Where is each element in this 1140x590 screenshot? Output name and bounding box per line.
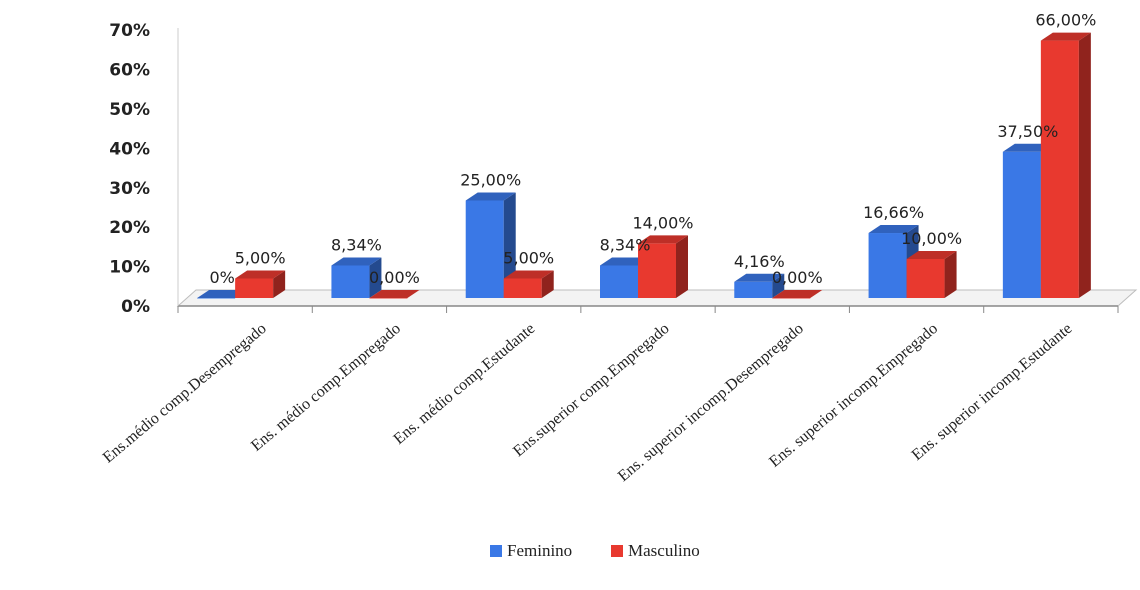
bar-front [772, 298, 811, 299]
y-tick-label: 20% [109, 218, 150, 238]
legend-label: Masculino [628, 541, 700, 560]
data-label: 0,00% [369, 268, 420, 287]
bar-top [734, 273, 785, 282]
bar-top [503, 270, 554, 279]
y-tick-label: 60% [109, 61, 150, 81]
y-tick-label: 30% [109, 179, 150, 199]
bar-side [772, 273, 785, 298]
bar-front [331, 265, 370, 298]
y-tick-label: 70% [109, 21, 150, 41]
bar-side [676, 235, 688, 298]
bar-top [638, 235, 688, 244]
bar-front [503, 278, 542, 298]
data-label: 0% [209, 268, 234, 287]
data-label: 5,00% [235, 249, 286, 268]
bar-side [944, 251, 957, 298]
bar-front [906, 259, 945, 298]
bar-top [868, 225, 919, 234]
data-label: 8,34% [331, 235, 382, 254]
data-label: 37,50% [997, 122, 1058, 141]
y-tick-label: 0% [121, 297, 150, 317]
x-category-label: Ens.superior comp.Empregado [510, 320, 672, 460]
bar-side [541, 270, 554, 298]
x-category-label: Ens. médio comp.Estudante [391, 320, 539, 448]
bar-feminino [331, 257, 382, 298]
y-tick-label: 50% [109, 100, 150, 120]
y-tick-label: 40% [109, 139, 150, 159]
bar-top [1002, 143, 1053, 152]
data-label: 16,66% [863, 203, 924, 222]
bar-top [235, 270, 286, 279]
legend-item: Feminino [490, 541, 572, 560]
bar-masculino [235, 270, 286, 298]
bar-front [868, 233, 907, 298]
bar-front [600, 265, 638, 298]
legend-swatch [490, 545, 502, 557]
bar-feminino [734, 273, 785, 298]
data-label: 10,00% [901, 229, 962, 248]
legend-swatch [611, 545, 623, 557]
bar-masculino [772, 290, 823, 299]
data-label: 14,00% [632, 213, 693, 232]
bar-masculino [503, 270, 554, 298]
data-labels: 0%5,00%8,34%0,00%25,00%5,00%8,34%14,00%4… [209, 11, 1096, 287]
bar-top [906, 251, 957, 259]
bar-top [465, 192, 516, 201]
bar-front [369, 298, 408, 299]
bar-masculino [369, 290, 420, 299]
x-category-label: Ens. superior incomp.Estudante [909, 320, 1076, 464]
bar-top [1040, 32, 1091, 41]
bar-front [1040, 40, 1079, 298]
legend-item: Masculino [611, 541, 700, 560]
legend-label: Feminino [507, 541, 572, 560]
bar-top [369, 290, 420, 298]
data-label: 66,00% [1035, 11, 1096, 30]
bar-masculino [1040, 32, 1091, 298]
bar-side [1078, 32, 1091, 298]
bar-front [638, 243, 676, 298]
bar-masculino [906, 251, 957, 298]
bar-front [235, 278, 274, 298]
bar-feminino [197, 290, 248, 299]
data-label: 0,00% [772, 268, 823, 287]
x-category-label: Ens.médio comp.Desempregado [100, 320, 270, 466]
bar-masculino [638, 235, 688, 298]
bar-feminino [465, 192, 516, 298]
bar-front [197, 298, 236, 299]
data-label: 4,16% [734, 252, 785, 271]
bar-top [600, 257, 650, 266]
bar-top [331, 257, 382, 266]
x-category-label: Ens. médio comp.Empregado [248, 320, 404, 455]
y-tick-label: 10% [109, 258, 150, 278]
x-axis-tick-marks [177, 306, 1119, 313]
data-label: 8,34% [600, 235, 651, 254]
bar-side [369, 257, 382, 298]
bar-front [1002, 151, 1041, 298]
data-label: 5,00% [503, 249, 554, 268]
bar-front [465, 200, 504, 298]
bars [197, 32, 1091, 299]
bar-top [197, 290, 248, 298]
bar-side [503, 192, 516, 298]
legend: Feminino Masculino [490, 541, 700, 560]
bar-front [734, 281, 773, 298]
bar-side [273, 270, 286, 298]
bar-top [772, 290, 823, 298]
y-axis-ticks: 0% 10% 20% 30% 40% 50% 60% 70% [109, 21, 150, 317]
data-label: 25,00% [460, 171, 521, 190]
